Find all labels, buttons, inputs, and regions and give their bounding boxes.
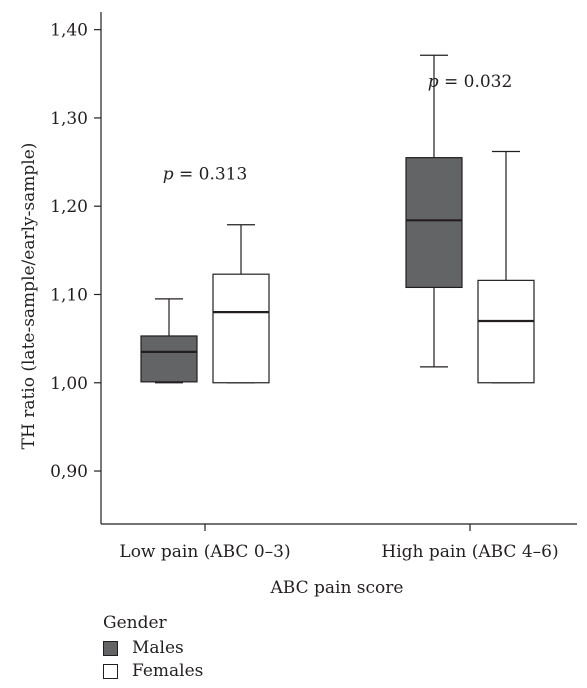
legend-swatch-females [103, 664, 118, 679]
p-value-annotation-0: p = 0.313 [163, 165, 248, 185]
y-tick-label: 1,10 [50, 285, 88, 305]
legend: Gender Males Females [103, 612, 203, 683]
box-iqr [478, 280, 534, 382]
box-plot-chart: 0,90 1,00 1,10 1,20 1,30 1,40 Low pain (ABC 0–… [0, 0, 587, 600]
y-tick-label: 1,40 [50, 21, 88, 41]
box-females-1 [478, 151, 534, 382]
x-tick-label: High pain (ABC 4–6) [381, 542, 558, 562]
x-tick-label: Low pain (ABC 0–3) [119, 542, 290, 562]
p-symbol: p [428, 72, 439, 92]
legend-item-females: Females [103, 660, 203, 683]
p-value-text: = 0.032 [439, 72, 513, 92]
y-axis-title: TH ratio (late-sample/early-sample) [19, 143, 39, 450]
y-tick-label: 1,30 [50, 109, 88, 129]
box-iqr [141, 336, 197, 382]
p-value-annotation-1: p = 0.032 [428, 72, 513, 92]
legend-swatch-males [103, 641, 118, 656]
legend-label-females: Females [132, 660, 203, 683]
y-tick-label: 0,90 [50, 462, 88, 482]
box-males-1 [406, 55, 462, 367]
y-tick-label: 1,00 [50, 374, 88, 394]
box-females-0 [213, 225, 269, 383]
box-iqr [406, 158, 462, 288]
legend-label-males: Males [132, 637, 184, 660]
box-males-0 [141, 299, 197, 383]
y-tick-label: 1,20 [50, 197, 88, 217]
p-symbol: p [163, 165, 174, 185]
legend-item-males: Males [103, 637, 203, 660]
x-axis-title: ABC pain score [270, 578, 404, 598]
box-iqr [213, 274, 269, 383]
legend-title: Gender [103, 612, 203, 635]
p-value-text: = 0.313 [174, 165, 248, 185]
